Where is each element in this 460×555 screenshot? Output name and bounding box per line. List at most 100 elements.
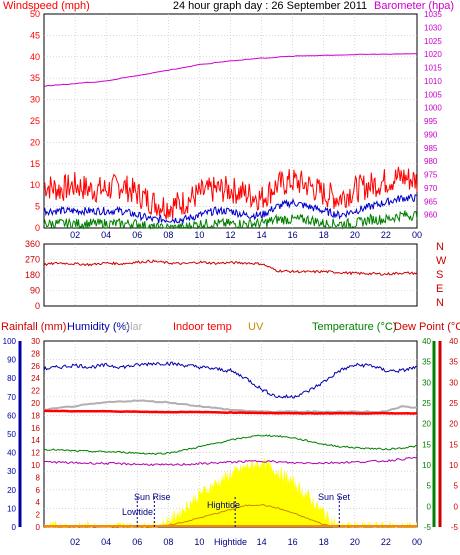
time-tick-label: 06 <box>132 230 142 240</box>
time-tick-label: 16 <box>288 230 298 240</box>
dewpoint-tick-label: 40 <box>449 337 458 346</box>
dewpoint-tick-label: 35 <box>449 358 458 367</box>
solar-header: olar <box>124 321 143 333</box>
direction-tick-label: 270 <box>25 255 40 265</box>
wind-low-line <box>43 210 418 230</box>
time-tick-label: 08 <box>163 230 173 240</box>
dewpoint-tick-label: -5 <box>451 523 459 532</box>
wind-direction-line <box>43 259 418 276</box>
time-tick-label: 20 <box>350 230 360 240</box>
windspeed-tick-label: 5 <box>35 202 40 212</box>
indoor-temp-header: Indoor temp <box>173 321 232 333</box>
barometer-tick-label: 1005 <box>424 90 442 99</box>
barometer-tick-label: 1020 <box>424 50 442 59</box>
windspeed-tick-label: 50 <box>30 9 40 19</box>
direction-tick-label: 180 <box>25 270 40 280</box>
windspeed-axis-title: Windspeed (mph) <box>3 0 90 12</box>
barometer-tick-label: 975 <box>424 171 438 180</box>
time-tick-label: 20 <box>350 537 360 547</box>
rainfall-tick-label: 2 <box>36 511 41 520</box>
temperature-tick-label: 10 <box>422 461 431 470</box>
direction-series <box>43 259 418 276</box>
barometer-tick-label: 1000 <box>424 104 442 113</box>
direction-letter-w: W <box>436 255 447 267</box>
dewpoint-tick-label: 0 <box>454 502 459 511</box>
barometer-tick-label: 985 <box>424 144 438 153</box>
windspeed-line <box>43 166 418 220</box>
time-tick-label: 08 <box>163 537 173 547</box>
windspeed-tick-label: 15 <box>30 159 40 169</box>
dewpoint-tick-label: 30 <box>449 378 458 387</box>
time-tick-label: 12 <box>225 230 235 240</box>
windspeed-tick-label: 35 <box>30 73 40 83</box>
dewpoint-tick-label: 20 <box>449 420 458 429</box>
time-tick-label: 14 <box>257 230 267 240</box>
rainfall-tick-label: 12 <box>31 449 40 458</box>
barometer-tick-label: 965 <box>424 197 438 206</box>
barometer-tick-label: 995 <box>424 117 438 126</box>
weather-series <box>43 361 418 529</box>
lowtide-label: Lowtide <box>122 507 153 517</box>
barometer-tick-label: 1030 <box>424 23 442 32</box>
rainfall-tick-label: 22 <box>31 387 40 396</box>
windspeed-tick-label: 40 <box>30 52 40 62</box>
time-tick-label: Hightide <box>214 537 247 547</box>
rainfall-tick-label: 26 <box>31 362 40 371</box>
time-tick-label: 06 <box>132 537 142 547</box>
barometer-line <box>43 53 418 88</box>
humidity-tick-label: 0 <box>12 523 17 532</box>
rainfall-header: Rainfall (mm) <box>1 321 66 333</box>
humidity-tick-label: 80 <box>7 374 16 383</box>
direction-letter-n-bottom: N <box>436 297 444 309</box>
barometer-tick-label: 1015 <box>424 64 442 73</box>
dewpoint-header: Dew Point (°C) <box>394 321 460 333</box>
humidity-tick-label: 90 <box>7 356 16 365</box>
temperature-header: Temperature (°C) <box>312 321 396 333</box>
humidity-tick-label: 20 <box>7 486 16 495</box>
time-tick-label: 04 <box>101 537 111 547</box>
time-tick-label: 18 <box>319 537 329 547</box>
barometer-tick-label: 980 <box>424 157 438 166</box>
barometer-tick-label: 960 <box>424 211 438 220</box>
windspeed-tick-label: 20 <box>30 137 40 147</box>
humidity-tick-label: 50 <box>7 430 16 439</box>
humidity-tick-label: 70 <box>7 393 16 402</box>
rainfall-tick-label: 4 <box>36 498 41 507</box>
direction-tick-label: 360 <box>25 239 40 249</box>
rainfall-tick-label: 6 <box>36 486 41 495</box>
barometer-tick-label: 1035 <box>424 10 442 19</box>
humidity-tick-label: 10 <box>7 504 16 513</box>
dewpoint-tick-label: 25 <box>449 399 458 408</box>
time-tick-label: 04 <box>101 230 111 240</box>
temperature-line <box>43 434 418 456</box>
rainfall-tick-label: 14 <box>31 436 40 445</box>
humidity-tick-label: 100 <box>3 337 17 346</box>
temperature-tick-label: 0 <box>427 502 432 511</box>
temperature-tick-label: 40 <box>422 337 431 346</box>
humidity-line <box>43 361 418 399</box>
time-tick-label: 10 <box>194 537 204 547</box>
dewpoint-line <box>43 456 418 467</box>
humidity-tick-label: 60 <box>7 411 16 420</box>
direction-letter-n-top: N <box>436 241 444 253</box>
time-tick-label: 22 <box>381 537 391 547</box>
wind-series <box>43 53 418 230</box>
humidity-tick-label: 30 <box>7 467 16 476</box>
time-tick-label: 18 <box>319 230 329 240</box>
time-tick-label: 02 <box>70 537 80 547</box>
barometer-tick-label: 990 <box>424 130 438 139</box>
time-tick-label: 00 <box>412 537 422 547</box>
rainfall-tick-label: 30 <box>31 337 40 346</box>
temperature-tick-label: 5 <box>427 482 432 491</box>
barometer-axis-title: Barometer (hpa) <box>374 0 454 12</box>
time-tick-label: 22 <box>381 230 391 240</box>
indoor-temp-line <box>44 409 418 415</box>
direction-tick-label: 0 <box>35 301 40 311</box>
dewpoint-tick-label: 10 <box>449 461 458 470</box>
rainfall-tick-label: 24 <box>31 374 40 383</box>
rainfall-tick-label: 0 <box>36 523 41 532</box>
time-tick-label: 14 <box>257 537 267 547</box>
humidity-header: Humidity (%) <box>67 321 130 333</box>
